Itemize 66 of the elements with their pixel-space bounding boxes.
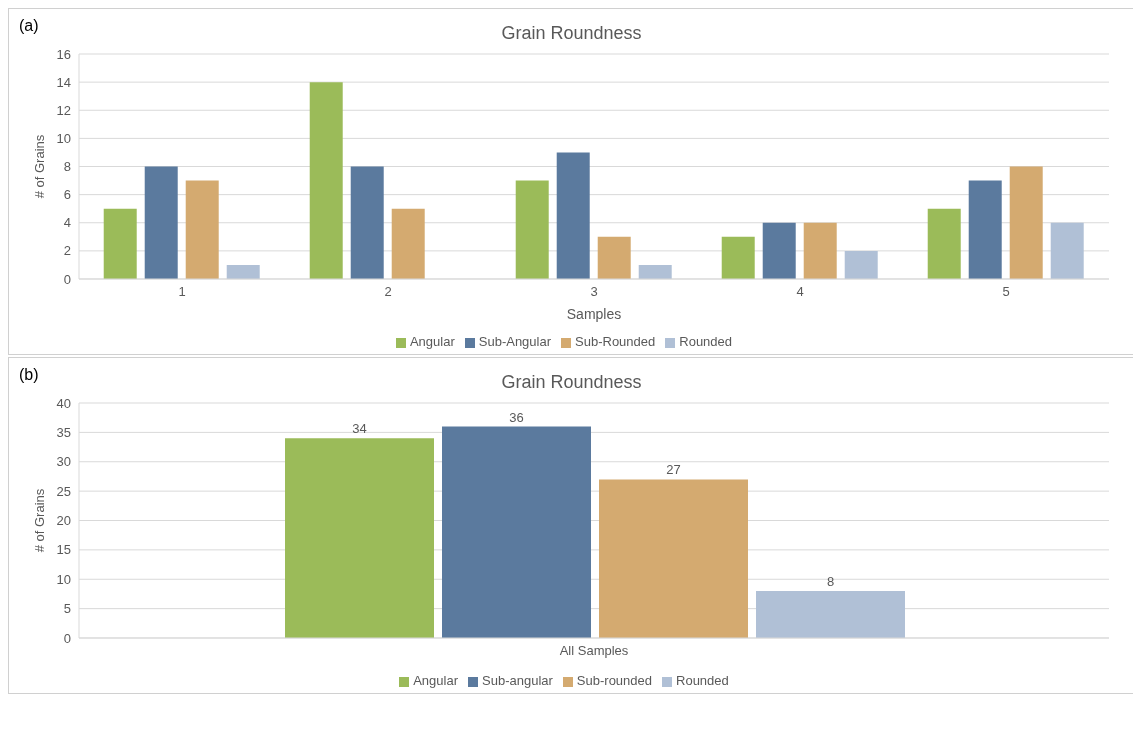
x-tick-label: 2 [384,284,392,300]
bar [103,208,137,279]
y-tick-label: 10 [56,130,71,146]
y-tick-label: 40 [56,395,71,411]
bar [844,250,878,279]
bar [599,479,748,638]
x-tick-label: 5 [1002,284,1010,300]
legend-label: Angular [413,673,459,688]
bar [927,208,961,279]
y-tick-label: 12 [56,102,71,118]
bar [185,180,219,279]
bar [756,591,905,638]
bar [762,222,796,279]
legend-label: Sub-Angular [478,334,552,349]
y-tick-label: 8 [63,159,71,175]
y-tick-label: 20 [56,513,71,529]
data-label: 36 [509,409,524,425]
x-axis-title: Samples [566,306,622,322]
y-tick-label: 4 [63,215,71,231]
y-tick-label: 10 [56,571,71,587]
legend-label: Sub-angular [482,673,553,688]
y-tick-label: 30 [56,454,71,470]
y-axis-title: # of Grains [31,134,47,199]
x-tick-label: 4 [796,284,804,300]
y-tick-label: 15 [56,542,71,558]
bar [638,264,672,279]
bar [556,152,590,279]
data-label: 8 [826,574,835,589]
bar [226,264,260,279]
y-tick-label: 0 [63,630,71,646]
legend-label: Angular [409,334,455,349]
bar [1050,222,1084,279]
bar [144,166,178,279]
bar [350,166,384,279]
y-tick-label: 14 [56,74,71,90]
x-tick-label: 1 [178,284,186,300]
y-tick-label: 25 [56,483,71,499]
y-tick-label: 6 [63,187,71,203]
bar [309,82,343,279]
data-label: 27 [666,462,681,478]
x-tick-label: 3 [590,284,598,300]
legend-label: Rounded [676,673,729,688]
y-tick-label: 35 [56,424,71,440]
bar [803,222,837,279]
bar [968,180,1002,279]
text: (b) [19,366,39,384]
bar [1009,166,1043,279]
chart-title: Grain Roundness [501,372,642,392]
bar [721,236,755,279]
y-tick-label: 5 [63,601,71,617]
text: (a) [19,17,39,35]
legend-label: Rounded [679,334,733,349]
y-tick-label: 16 [56,46,71,62]
chart-title: Grain Roundness [501,23,642,43]
bar [515,180,549,279]
bar [442,426,591,638]
y-tick-label: 0 [63,271,71,287]
y-tick-label: 2 [63,243,71,259]
legend-label: Sub-rounded [576,673,653,688]
bar [285,438,434,638]
legend-label: Sub-Rounded [575,334,656,349]
data-label: 34 [352,421,367,437]
y-axis-title: # of Grains [31,488,47,553]
bar [391,208,425,279]
x-tick-label: All Samples [559,643,629,659]
bar [597,236,631,279]
